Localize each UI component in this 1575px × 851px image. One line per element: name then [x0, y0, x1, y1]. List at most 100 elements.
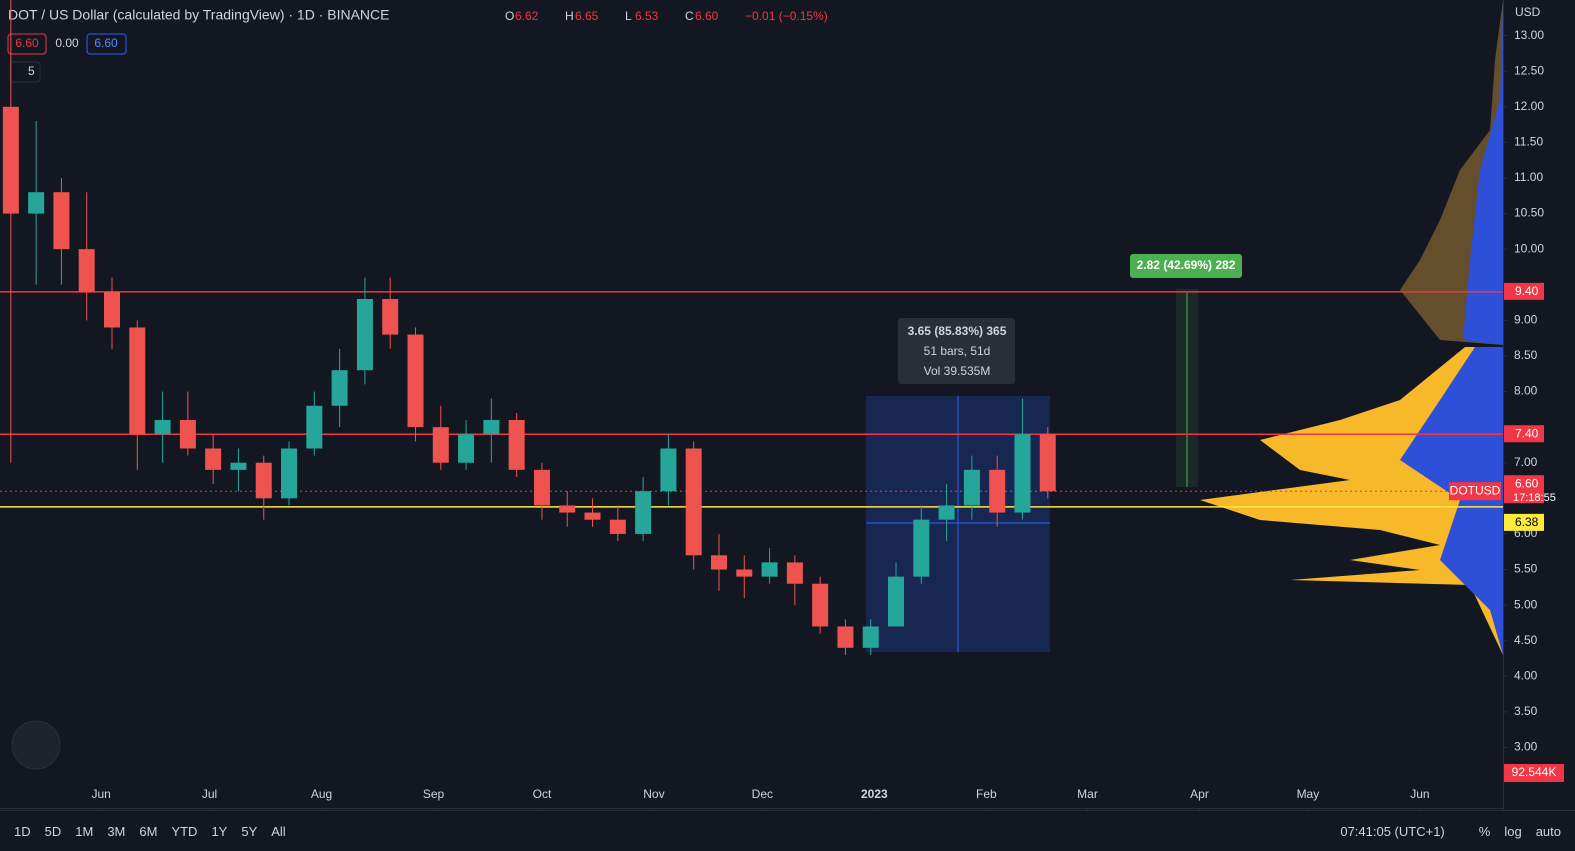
candle-body — [255, 462, 272, 499]
ohlc-key: L — [625, 9, 632, 23]
range-button[interactable]: 1Y — [211, 823, 228, 839]
candle-body — [989, 469, 1006, 513]
ohlc-value: 6.53 — [635, 9, 659, 23]
badge — [7, 33, 47, 55]
measure-text: Vol 39.535M — [924, 364, 991, 378]
candle-body — [559, 505, 576, 513]
x-tick-label: Jun — [1410, 787, 1429, 801]
y-tick-label: 11.00 — [1514, 170, 1543, 184]
candle-body — [281, 448, 298, 499]
candle-body — [508, 420, 525, 470]
y-tick-label: 5.00 — [1514, 597, 1538, 611]
candle-body — [812, 583, 829, 627]
candle-body — [635, 491, 652, 534]
x-tick-label: Sep — [423, 787, 445, 801]
y-tick-label: 3.50 — [1514, 704, 1538, 718]
volume-profile-upper-blue — [1463, 0, 1503, 345]
range-button[interactable]: 1D — [14, 823, 31, 839]
candle-body — [913, 519, 930, 577]
candle-body — [28, 192, 45, 214]
ohlc-key: C — [685, 9, 694, 23]
axis-divider — [1503, 0, 1504, 810]
range-button[interactable]: 1M — [75, 823, 94, 839]
range-button[interactable]: 3M — [107, 823, 126, 839]
candle-body — [306, 405, 323, 449]
candle-body — [660, 448, 677, 492]
measure-arrow-label: 2.82 (42.69%) 282 — [1137, 258, 1236, 272]
range-button[interactable]: All — [271, 823, 286, 839]
range-button[interactable]: 5D — [44, 823, 62, 839]
clock[interactable]: 07:41:05 (UTC+1) — [1340, 823, 1445, 839]
badge — [86, 33, 127, 55]
candle-body — [154, 420, 171, 435]
x-tick-label: Nov — [643, 787, 664, 801]
ohlc-key: H — [565, 9, 574, 23]
candle-body — [179, 420, 196, 449]
scale-option[interactable]: auto — [1535, 823, 1561, 839]
price-label-bg — [1504, 475, 1544, 504]
y-tick-label: 3.00 — [1514, 740, 1538, 754]
volume-profile-blue — [1400, 347, 1503, 655]
price-label: 6.38 — [1515, 515, 1539, 529]
currency-label[interactable]: USD — [1515, 5, 1541, 19]
measure-tooltip — [898, 318, 1015, 384]
price-label: 6.60 — [1515, 476, 1539, 490]
x-tick-label: Apr — [1190, 787, 1209, 801]
volume-label: 92.544K — [1512, 765, 1557, 779]
candle-body — [888, 576, 905, 627]
measure-arrow-label-bg — [1130, 254, 1242, 278]
x-tick-label: Mar — [1077, 787, 1098, 801]
indicator-count[interactable]: 5 — [28, 64, 35, 78]
y-tick-label: 12.00 — [1514, 99, 1544, 113]
candle-body — [609, 519, 626, 534]
x-tick-label: May — [1297, 787, 1320, 801]
x-tick-label: Aug — [311, 787, 332, 801]
y-tick-label: 5.50 — [1514, 562, 1538, 576]
ohlc-change: −0.01 (−0.15%) — [745, 9, 828, 23]
candle-body — [432, 427, 449, 463]
measure-text: 3.65 (85.83%) 365 — [908, 324, 1007, 338]
measure-text: 51 bars, 51d — [924, 344, 991, 358]
x-tick-label: Jun — [91, 787, 110, 801]
candle-body — [1014, 434, 1031, 513]
price-label: 9.40 — [1515, 284, 1539, 298]
y-tick-label: 10.00 — [1514, 241, 1544, 255]
range-button[interactable]: YTD — [171, 823, 198, 839]
countdown: 17:18:55 — [1513, 492, 1556, 504]
chart: 3.65 (85.83%) 365 51 bars, 51d Vol 39.53… — [0, 0, 1564, 811]
range-button[interactable]: 5Y — [241, 823, 258, 839]
ohlc-value: 6.60 — [695, 9, 719, 23]
range-button[interactable]: 6M — [139, 823, 158, 839]
badge-text: 6.60 — [15, 36, 39, 50]
y-tick-label: 7.00 — [1514, 455, 1538, 469]
candle-body — [483, 420, 500, 435]
candle-body — [53, 192, 70, 250]
chart-title: DOT / US Dollar (calculated by TradingVi… — [8, 7, 390, 23]
y-tick-label: 10.50 — [1514, 206, 1544, 220]
y-tick-label: 11.50 — [1514, 135, 1543, 149]
scale-option[interactable]: % — [1478, 823, 1491, 839]
y-tick-label: 8.00 — [1514, 384, 1538, 398]
candle-body — [938, 505, 955, 520]
candle-body — [458, 434, 475, 463]
price-label: 7.40 — [1515, 426, 1539, 440]
candle-body — [862, 626, 879, 648]
indicator-toggle[interactable] — [9, 61, 41, 83]
candle-body — [382, 298, 399, 335]
scale-option[interactable]: log — [1504, 823, 1522, 839]
candle-body — [963, 469, 980, 506]
y-tick-label: 4.50 — [1514, 633, 1538, 647]
candle-body — [230, 462, 247, 470]
candle-body — [837, 626, 854, 648]
x-tick-label: Dec — [752, 787, 773, 801]
tv-logo[interactable] — [11, 720, 61, 770]
bottom-toolbar: 1D 5D 1M 3M 6M YTD 1Y 5Y All 07:41:05 (UTC+1)% log… — [0, 810, 1575, 851]
candle-body — [786, 562, 803, 584]
symbol-bg — [1449, 482, 1501, 501]
symbol-label: DOTUSD — [1450, 483, 1501, 497]
price-label-bg — [1504, 513, 1544, 531]
candle-body — [205, 448, 222, 470]
volume-badge — [1504, 764, 1564, 782]
price-label-bg — [1504, 425, 1544, 443]
